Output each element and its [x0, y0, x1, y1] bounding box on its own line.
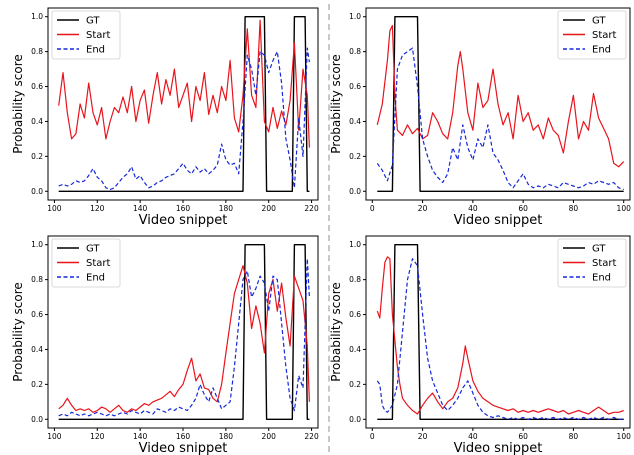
x-tick-label: 120: [90, 204, 105, 213]
legend-label: Start: [592, 258, 617, 269]
series-group: [376, 16, 625, 192]
x-tick-label: 60: [518, 204, 528, 213]
series-line-gt: [377, 244, 624, 420]
series-line-end: [58, 47, 310, 191]
y-tick-label: 0.2: [349, 152, 361, 161]
panel-divider: [328, 4, 330, 452]
x-axis-label: Video snippet: [454, 441, 543, 455]
y-tick-label: 1.0: [31, 240, 43, 249]
x-tick-label: 160: [176, 432, 191, 441]
x-tick-label: 220: [304, 204, 319, 213]
x-tick-label: 200: [262, 432, 277, 441]
y-tick-label: 0.8: [349, 47, 361, 56]
legend-label: GT: [592, 16, 606, 27]
legend-label: End: [86, 45, 105, 56]
y-axis-label: Probability score: [11, 282, 25, 382]
x-tick-label: 100: [617, 204, 632, 213]
y-tick-label: 0.6: [349, 82, 361, 91]
x-axis-label: Video snippet: [454, 213, 543, 228]
series-line-start: [58, 19, 310, 148]
x-tick-label: 180: [219, 432, 234, 441]
x-tick-label: 100: [47, 432, 62, 441]
y-tick-label: 1.0: [349, 240, 361, 249]
series-group: [58, 16, 310, 192]
x-tick-label: 160: [176, 204, 191, 213]
y-tick-label: 0.2: [31, 152, 43, 161]
legend-label: Start: [86, 30, 111, 41]
y-tick-label: 0.6: [31, 82, 43, 91]
x-tick-label: 200: [262, 204, 277, 213]
series-line-gt: [58, 16, 310, 192]
y-tick-label: 0.0: [31, 187, 43, 196]
y-tick-label: 0.4: [349, 345, 361, 354]
series-line-start: [376, 24, 625, 168]
legend-box: [557, 10, 627, 60]
series-line-end: [58, 258, 310, 417]
series-line-start: [376, 256, 624, 415]
legend: GT Start End: [557, 238, 627, 288]
x-tick-label: 80: [569, 204, 579, 213]
y-tick-label: 0.6: [31, 310, 43, 319]
y-tick-label: 0.0: [349, 415, 361, 424]
y-tick-label: 0.4: [349, 117, 361, 126]
y-tick-label: 0.8: [349, 275, 361, 284]
y-axis-label: Probability score: [329, 282, 343, 382]
y-axis-label: Probability score: [329, 54, 343, 154]
x-tick-label: 140: [133, 432, 148, 441]
series-group: [376, 244, 624, 420]
x-tick-label: 100: [47, 204, 62, 213]
legend-box: [51, 10, 121, 60]
legend-label: End: [86, 273, 105, 284]
legend-label: GT: [86, 16, 100, 27]
x-tick-label: 80: [569, 432, 579, 441]
x-tick-label: 40: [468, 204, 478, 213]
series-group: [58, 244, 310, 420]
chart-panel-3: 100 120 140 160 180 200 220 0.0 0.2 0.4 0.6 0.8 1.0 V…: [11, 235, 319, 455]
legend-box: [557, 238, 627, 288]
x-tick-label: 220: [304, 432, 319, 441]
y-tick-label: 0.2: [31, 380, 43, 389]
y-tick-label: 0.0: [349, 187, 361, 196]
x-tick-label: 60: [518, 432, 528, 441]
chart-panel-1: 100 120 140 160 180 200 220 0.0 0.2 0.4 0.6 0.8 1.0 V…: [11, 7, 319, 228]
series-line-gt: [377, 16, 624, 192]
x-axis-label: Video snippet: [139, 441, 228, 455]
y-tick-label: 0.8: [31, 275, 43, 284]
legend: GT Start End: [51, 238, 121, 288]
legend-label: End: [592, 273, 611, 284]
y-tick-label: 0.6: [349, 310, 361, 319]
x-tick-label: 180: [219, 204, 234, 213]
y-tick-label: 0.0: [31, 415, 43, 424]
y-tick-label: 0.2: [349, 380, 361, 389]
chart-panel-2: 0 20 40 60 80 100 0.0 0.2 0.4 0.6 0.8 1.0 Video snip…: [329, 7, 632, 228]
legend-label: Start: [592, 30, 617, 41]
legend: GT Start End: [557, 10, 627, 60]
x-tick-label: 100: [617, 432, 632, 441]
x-tick-label: 140: [133, 204, 148, 213]
x-tick-label: 40: [468, 432, 478, 441]
legend-label: GT: [592, 244, 606, 255]
legend-label: GT: [86, 244, 100, 255]
legend-box: [51, 238, 121, 288]
y-tick-label: 1.0: [349, 12, 361, 21]
x-tick-label: 20: [418, 432, 428, 441]
x-tick-label: 0: [370, 204, 375, 213]
y-tick-label: 0.8: [31, 47, 43, 56]
chart-panel-4: 0 20 40 60 80 100 0.0 0.2 0.4 0.6 0.8 1.0 Video snip…: [329, 235, 632, 455]
legend-label: End: [592, 45, 611, 56]
x-tick-label: 0: [370, 432, 375, 441]
x-axis-label: Video snippet: [139, 213, 228, 228]
legend-label: Start: [86, 258, 111, 269]
y-tick-label: 0.4: [31, 345, 43, 354]
legend: GT Start End: [51, 10, 121, 60]
x-tick-label: 120: [90, 432, 105, 441]
y-axis-label: Probability score: [11, 54, 25, 154]
y-tick-label: 1.0: [31, 12, 43, 21]
y-tick-label: 0.4: [31, 117, 43, 126]
series-line-start: [58, 265, 310, 413]
x-tick-label: 20: [418, 204, 428, 213]
